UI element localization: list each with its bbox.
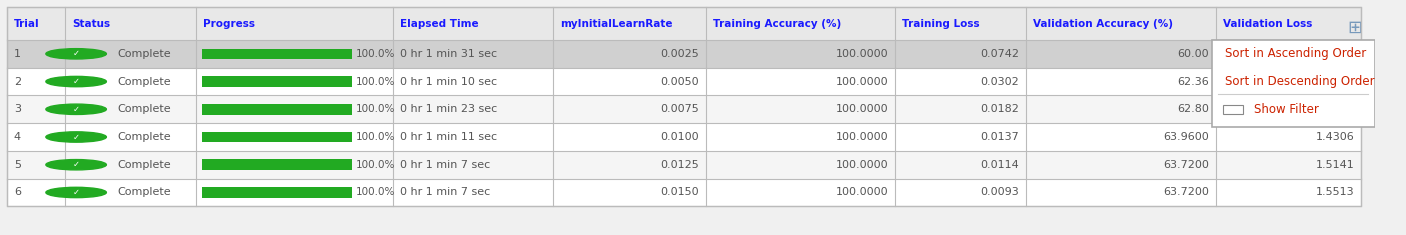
- Circle shape: [46, 49, 107, 59]
- Text: 0 hr 1 min 31 sec: 0 hr 1 min 31 sec: [399, 49, 496, 59]
- Bar: [1223, 105, 1243, 114]
- Text: 1: 1: [14, 49, 21, 59]
- Text: ✓: ✓: [73, 105, 80, 114]
- Bar: [201, 76, 352, 87]
- Text: Complete: Complete: [117, 160, 172, 170]
- Bar: [201, 132, 352, 142]
- Circle shape: [46, 132, 107, 142]
- Text: 63.7200: 63.7200: [1163, 188, 1209, 197]
- Text: Complete: Complete: [117, 77, 172, 86]
- Text: 0.0125: 0.0125: [661, 160, 699, 170]
- Text: 63.9600: 63.9600: [1163, 132, 1209, 142]
- Circle shape: [46, 76, 107, 87]
- Bar: [7, 179, 1361, 206]
- Text: 60.00: 60.00: [1177, 49, 1209, 59]
- Text: Complete: Complete: [117, 104, 172, 114]
- Text: 100.0%: 100.0%: [356, 188, 395, 197]
- Bar: [7, 151, 1361, 179]
- Text: 0.0075: 0.0075: [661, 104, 699, 114]
- Text: ✓: ✓: [73, 77, 80, 86]
- Text: 1.5513: 1.5513: [1316, 188, 1354, 197]
- Text: 100.0000: 100.0000: [835, 188, 889, 197]
- Text: 0.0114: 0.0114: [981, 160, 1019, 170]
- Text: 0.0302: 0.0302: [981, 77, 1019, 86]
- Text: Validation Loss: Validation Loss: [1223, 19, 1312, 28]
- Text: 0.0100: 0.0100: [661, 132, 699, 142]
- Text: 1.5141: 1.5141: [1316, 160, 1354, 170]
- Text: Training Loss: Training Loss: [903, 19, 980, 28]
- Text: ✓: ✓: [73, 160, 80, 169]
- Text: 0 hr 1 min 11 sec: 0 hr 1 min 11 sec: [399, 132, 496, 142]
- Text: Show Filter: Show Filter: [1254, 103, 1319, 116]
- Text: 100.0%: 100.0%: [356, 104, 395, 114]
- Text: 100.0%: 100.0%: [356, 77, 395, 86]
- Text: 62.36: 62.36: [1177, 77, 1209, 86]
- Text: 0.0137: 0.0137: [981, 132, 1019, 142]
- Text: 6: 6: [14, 188, 21, 197]
- Circle shape: [46, 187, 107, 198]
- Text: 100.0000: 100.0000: [835, 104, 889, 114]
- Text: 2: 2: [14, 77, 21, 86]
- Text: ✓: ✓: [73, 49, 80, 58]
- Text: 0.0182: 0.0182: [980, 104, 1019, 114]
- Text: ✓: ✓: [73, 133, 80, 141]
- Text: Progress: Progress: [202, 19, 254, 28]
- Circle shape: [46, 160, 107, 170]
- Text: Sort in Ascending Order: Sort in Ascending Order: [1225, 47, 1367, 60]
- Text: 100.0%: 100.0%: [356, 160, 395, 170]
- Text: 0 hr 1 min 10 sec: 0 hr 1 min 10 sec: [399, 77, 496, 86]
- Text: 1.4306: 1.4306: [1316, 132, 1354, 142]
- Text: Complete: Complete: [117, 132, 172, 142]
- Text: 0.0050: 0.0050: [661, 77, 699, 86]
- Text: 0.0742: 0.0742: [980, 49, 1019, 59]
- Circle shape: [46, 104, 107, 114]
- Text: ✓: ✓: [73, 188, 80, 197]
- Bar: [201, 160, 352, 170]
- Text: Sort in Descending Order: Sort in Descending Order: [1225, 75, 1375, 88]
- Text: 0.0150: 0.0150: [661, 188, 699, 197]
- Bar: [201, 187, 352, 198]
- Text: Status: Status: [72, 19, 110, 28]
- Text: Complete: Complete: [117, 49, 172, 59]
- Text: Validation Accuracy (%): Validation Accuracy (%): [1033, 19, 1173, 28]
- Text: 0 hr 1 min 23 sec: 0 hr 1 min 23 sec: [399, 104, 496, 114]
- Text: 0.0093: 0.0093: [981, 188, 1019, 197]
- Text: 100.0000: 100.0000: [835, 49, 889, 59]
- Text: 100.0%: 100.0%: [356, 132, 395, 142]
- Text: 100.0000: 100.0000: [835, 77, 889, 86]
- Text: 100.0000: 100.0000: [835, 132, 889, 142]
- Text: ⊞: ⊞: [1347, 19, 1362, 37]
- Text: 62.80: 62.80: [1177, 104, 1209, 114]
- Bar: [7, 7, 1361, 206]
- Bar: [7, 68, 1361, 95]
- Text: Elapsed Time: Elapsed Time: [399, 19, 478, 28]
- Text: 0 hr 1 min 7 sec: 0 hr 1 min 7 sec: [399, 160, 489, 170]
- Text: Complete: Complete: [117, 188, 172, 197]
- Text: 3: 3: [14, 104, 21, 114]
- Bar: [201, 104, 352, 115]
- Bar: [201, 49, 352, 59]
- Text: 0 hr 1 min 7 sec: 0 hr 1 min 7 sec: [399, 188, 489, 197]
- Text: 100.0%: 100.0%: [356, 49, 395, 59]
- Text: 63.7200: 63.7200: [1163, 160, 1209, 170]
- Text: myInitialLearnRate: myInitialLearnRate: [560, 19, 672, 28]
- Bar: [7, 7, 1361, 40]
- Bar: [7, 95, 1361, 123]
- Bar: [1212, 40, 1375, 127]
- Bar: [7, 123, 1361, 151]
- Text: 5: 5: [14, 160, 21, 170]
- Bar: [7, 40, 1361, 68]
- Text: 0.0025: 0.0025: [661, 49, 699, 59]
- Text: Trial: Trial: [14, 19, 39, 28]
- Text: 4: 4: [14, 132, 21, 142]
- Text: Training Accuracy (%): Training Accuracy (%): [713, 19, 841, 28]
- Text: 100.0000: 100.0000: [835, 160, 889, 170]
